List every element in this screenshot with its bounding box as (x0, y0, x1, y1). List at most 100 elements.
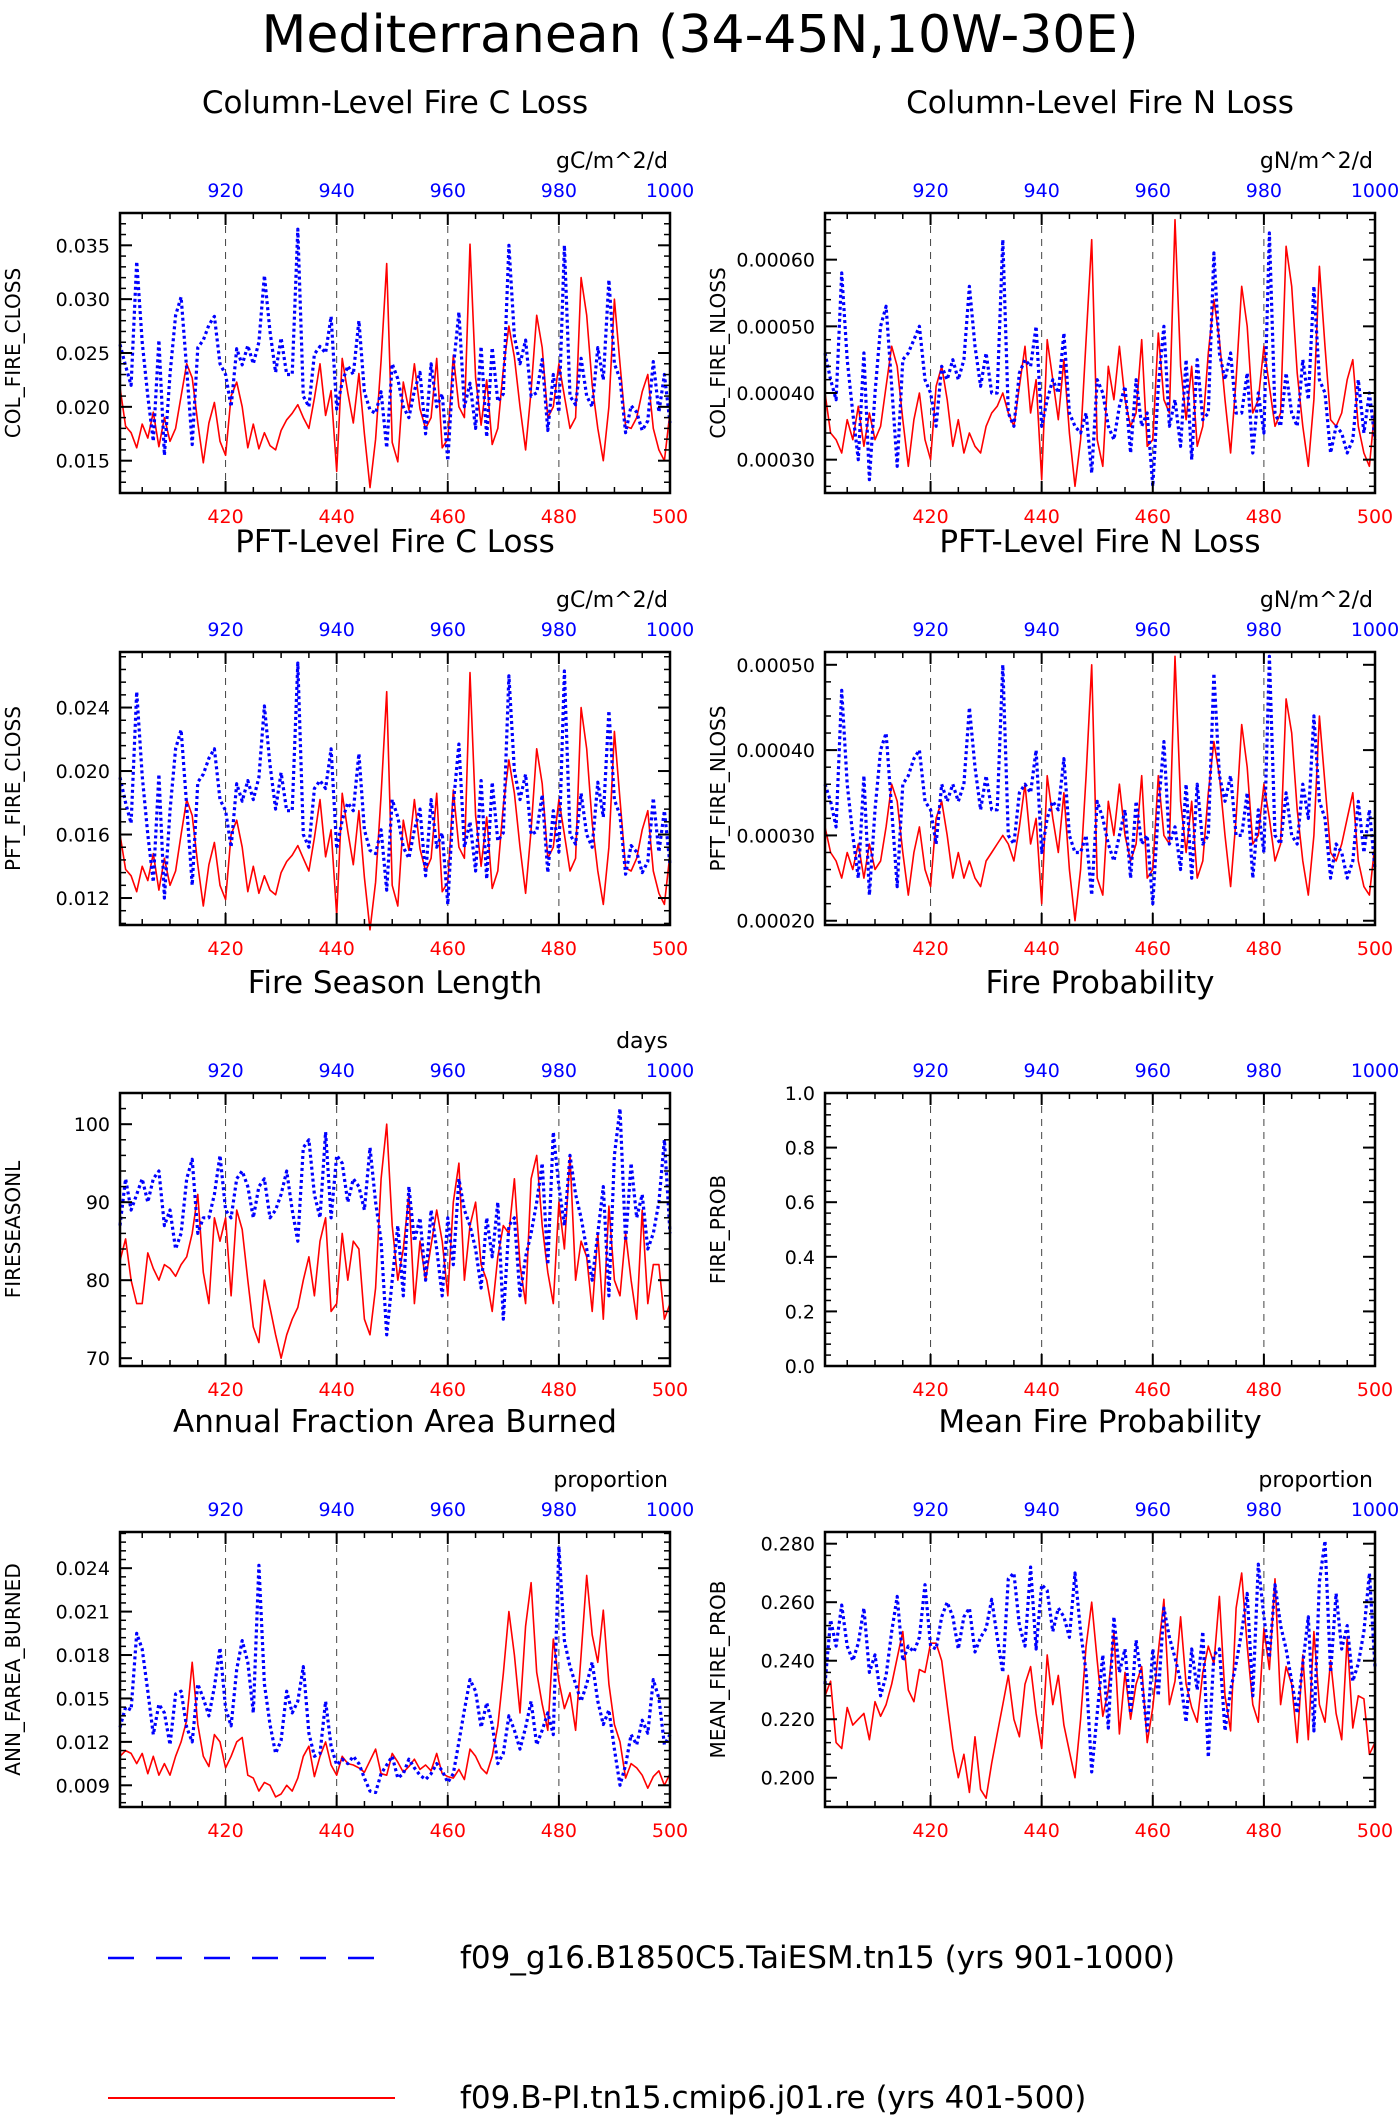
y-tick-label: 0.260 (761, 1592, 815, 1614)
y-axis-label: PFT_FIRE_NLOSS (706, 706, 730, 872)
x-bottom-tick-label: 440 (319, 1820, 355, 1842)
x-bottom-tick-label: 440 (319, 506, 355, 528)
y-tick-label: 0.8 (785, 1138, 815, 1160)
y-tick-label: 90 (86, 1192, 110, 1214)
y-axis-label: MEAN_FIRE_PROB (706, 1581, 730, 1759)
x-bottom-tick-label: 440 (1024, 1820, 1060, 1842)
x-bottom-tick-label: 500 (652, 938, 688, 960)
panel-6: Fire Probability FIRE_PROB 420 440 460 480 500… (706, 965, 1399, 1401)
x-bottom-tick-label: 460 (1135, 1820, 1171, 1842)
x-top-tick-label: 940 (1024, 1499, 1060, 1521)
series-line-red (824, 655, 1376, 922)
x-top-tick-label: 920 (207, 619, 243, 641)
x-top-tick-label: 940 (319, 619, 355, 641)
y-tick-label: 0.0 (785, 1356, 815, 1378)
x-top-tick-label: 920 (207, 1060, 243, 1082)
y-tick-label: 0.2 (785, 1301, 815, 1323)
x-top-tick-label: 940 (319, 1499, 355, 1521)
y-tick-label: 0.025 (56, 343, 110, 365)
x-bottom-tick-label: 420 (207, 1820, 243, 1842)
y-tick-label: 0.200 (761, 1768, 815, 1790)
y-tick-label: 0.00040 (736, 383, 815, 405)
x-top-tick-label: 1000 (646, 1499, 694, 1521)
y-tick-label: 0.00040 (736, 740, 815, 762)
x-bottom-tick-label: 440 (1024, 506, 1060, 528)
x-top-tick-label: 920 (912, 1499, 948, 1521)
y-tick-label: 0.012 (56, 1732, 110, 1754)
x-top-tick-label: 1000 (646, 1060, 694, 1082)
series-line-red (119, 1123, 671, 1359)
x-bottom-tick-label: 440 (319, 938, 355, 960)
x-bottom-tick-label: 500 (652, 1820, 688, 1842)
series-line-blue (823, 1539, 1377, 1774)
series-line-blue (823, 654, 1377, 906)
y-tick-label: 0.00050 (736, 655, 815, 677)
x-bottom-tick-label: 440 (319, 1379, 355, 1401)
panel-title: Mean Fire Probability (938, 1404, 1261, 1440)
x-top-tick-label: 960 (430, 180, 466, 202)
x-bottom-tick-label: 480 (1246, 1379, 1282, 1401)
x-bottom-tick-label: 420 (912, 1379, 948, 1401)
x-top-tick-label: 920 (207, 1499, 243, 1521)
x-top-tick-label: 960 (430, 1499, 466, 1521)
panel-title: Annual Fraction Area Burned (173, 1404, 617, 1440)
panel-title: PFT-Level Fire N Loss (939, 524, 1260, 560)
plot-frame (823, 650, 1377, 927)
y-axis-label: PFT_FIRE_CLOSS (1, 706, 25, 871)
x-top-tick-label: 1000 (1351, 619, 1399, 641)
series-line-blue (823, 231, 1377, 488)
x-bottom-tick-label: 500 (1357, 938, 1393, 960)
y-axis-label: COL_FIRE_CLOSS (1, 268, 25, 438)
x-bottom-tick-label: 480 (541, 938, 577, 960)
x-bottom-tick-label: 420 (912, 938, 948, 960)
units-label: gN/m^2/d (1260, 149, 1373, 174)
x-top-tick-label: 980 (1246, 180, 1282, 202)
y-tick-label: 0.018 (56, 1645, 110, 1667)
y-tick-label: 0.4 (785, 1247, 815, 1269)
main-title: Mediterranean (34-45N,10W-30E) (261, 5, 1138, 65)
y-tick-label: 100 (74, 1114, 110, 1136)
units-label: proportion (553, 1468, 668, 1493)
x-top-tick-label: 980 (1246, 1060, 1282, 1082)
y-tick-label: 0.009 (56, 1775, 110, 1797)
series-line-red (119, 671, 671, 931)
x-bottom-tick-label: 500 (652, 506, 688, 528)
x-bottom-tick-label: 440 (1024, 938, 1060, 960)
x-bottom-tick-label: 460 (1135, 506, 1171, 528)
x-bottom-tick-label: 460 (430, 506, 466, 528)
y-tick-label: 0.015 (56, 451, 110, 473)
plot-frame (118, 650, 672, 927)
x-top-tick-label: 960 (1135, 1499, 1171, 1521)
x-bottom-tick-label: 440 (1024, 1379, 1060, 1401)
x-top-tick-label: 1000 (1351, 180, 1399, 202)
x-top-tick-label: 980 (541, 619, 577, 641)
plot-frame (823, 1530, 1377, 1809)
series-line-red (824, 218, 1376, 488)
panel-4: PFT-Level Fire N Loss gN/m^2/d PFT_FIRE_NL… (706, 524, 1399, 960)
y-tick-label: 0.00030 (736, 825, 815, 847)
x-top-tick-label: 920 (912, 619, 948, 641)
units-label: gN/m^2/d (1260, 588, 1373, 613)
y-tick-label: 0.024 (56, 1558, 110, 1580)
x-bottom-tick-label: 460 (1135, 938, 1171, 960)
x-top-tick-label: 940 (1024, 180, 1060, 202)
y-axis-label: ANN_FAREA_BURNED (1, 1563, 25, 1775)
x-top-tick-label: 1000 (1351, 1060, 1399, 1082)
x-top-tick-label: 960 (1135, 180, 1171, 202)
legend-label-0: f09_g16.B1850C5.TaiESM.tn15 (yrs 901-100… (460, 1940, 1175, 1976)
x-top-tick-label: 940 (319, 180, 355, 202)
x-top-tick-label: 920 (912, 1060, 948, 1082)
panel-title: PFT-Level Fire C Loss (235, 524, 555, 560)
x-top-tick-label: 940 (1024, 1060, 1060, 1082)
x-bottom-tick-label: 480 (541, 1379, 577, 1401)
x-top-tick-label: 1000 (646, 619, 694, 641)
units-label: gC/m^2/d (556, 149, 668, 174)
x-bottom-tick-label: 420 (912, 1820, 948, 1842)
y-tick-label: 0.020 (56, 397, 110, 419)
y-tick-label: 70 (86, 1348, 110, 1370)
y-tick-label: 0.012 (56, 888, 110, 910)
units-label: proportion (1258, 1468, 1373, 1493)
panels: Column-Level Fire C Loss gC/m^2/d COL_FIRE… (1, 85, 1399, 1842)
x-top-tick-label: 940 (1024, 619, 1060, 641)
